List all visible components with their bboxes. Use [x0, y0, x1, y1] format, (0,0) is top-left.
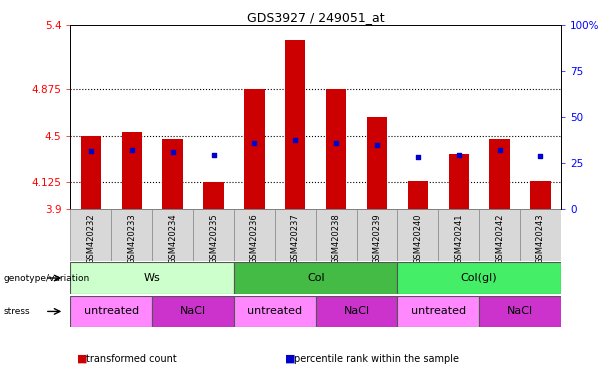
Text: Col(gl): Col(gl) [461, 273, 498, 283]
Text: GSM420242: GSM420242 [495, 214, 504, 264]
Bar [397, 296, 479, 327]
Text: transformed count: transformed count [86, 354, 177, 364]
Bar [285, 40, 305, 209]
Bar [70, 262, 234, 294]
Text: GSM420233: GSM420233 [128, 214, 136, 264]
Bar [438, 209, 479, 261]
Bar [489, 139, 510, 209]
Bar [357, 209, 397, 261]
Text: GSM420237: GSM420237 [291, 214, 300, 264]
Bar [479, 296, 561, 327]
Bar [244, 89, 265, 209]
Bar [70, 209, 112, 261]
Text: genotype/variation: genotype/variation [3, 273, 89, 283]
Bar [367, 117, 387, 209]
Point [127, 147, 137, 153]
Text: untreated: untreated [247, 306, 302, 316]
Bar [449, 154, 469, 209]
Text: untreated: untreated [84, 306, 139, 316]
Bar [234, 296, 316, 327]
Bar [152, 296, 234, 327]
Bar [234, 262, 397, 294]
Bar [479, 209, 520, 261]
Text: untreated: untreated [411, 306, 466, 316]
Bar [121, 132, 142, 209]
Point [413, 154, 423, 160]
Bar [408, 181, 428, 209]
Bar [70, 296, 152, 327]
Text: GSM420241: GSM420241 [454, 214, 463, 264]
Point [495, 147, 504, 153]
Title: GDS3927 / 249051_at: GDS3927 / 249051_at [247, 11, 384, 24]
Text: GSM420243: GSM420243 [536, 214, 545, 264]
Point [331, 140, 341, 146]
Text: GSM420240: GSM420240 [413, 214, 422, 264]
Bar [152, 209, 193, 261]
Point [372, 142, 382, 148]
Text: NaCl: NaCl [180, 306, 206, 316]
Point [249, 140, 259, 146]
Text: ■: ■ [77, 354, 87, 364]
Text: GSM420238: GSM420238 [332, 214, 341, 264]
Text: ■: ■ [285, 354, 295, 364]
Text: GSM420236: GSM420236 [250, 214, 259, 264]
Bar [234, 209, 275, 261]
Point [168, 149, 178, 155]
Bar [193, 209, 234, 261]
Bar [81, 136, 101, 209]
Text: NaCl: NaCl [507, 306, 533, 316]
Bar [316, 209, 357, 261]
Point [536, 153, 546, 159]
Text: percentile rank within the sample: percentile rank within the sample [294, 354, 459, 364]
Bar [316, 296, 397, 327]
Point [454, 152, 463, 158]
Point [291, 137, 300, 143]
Bar [530, 181, 550, 209]
Text: Col: Col [307, 273, 324, 283]
Bar [162, 139, 183, 209]
Bar [275, 209, 316, 261]
Point [86, 148, 96, 154]
Bar [397, 262, 561, 294]
Bar [326, 89, 346, 209]
Text: Ws: Ws [144, 273, 161, 283]
Bar [397, 209, 438, 261]
Text: stress: stress [3, 307, 29, 316]
Bar [112, 209, 152, 261]
Point [208, 152, 218, 158]
Text: GSM420234: GSM420234 [168, 214, 177, 264]
Text: GSM420239: GSM420239 [373, 214, 381, 264]
Text: NaCl: NaCl [343, 306, 370, 316]
Bar [204, 182, 224, 209]
Text: GSM420232: GSM420232 [86, 214, 96, 264]
Bar [520, 209, 561, 261]
Text: GSM420235: GSM420235 [209, 214, 218, 264]
